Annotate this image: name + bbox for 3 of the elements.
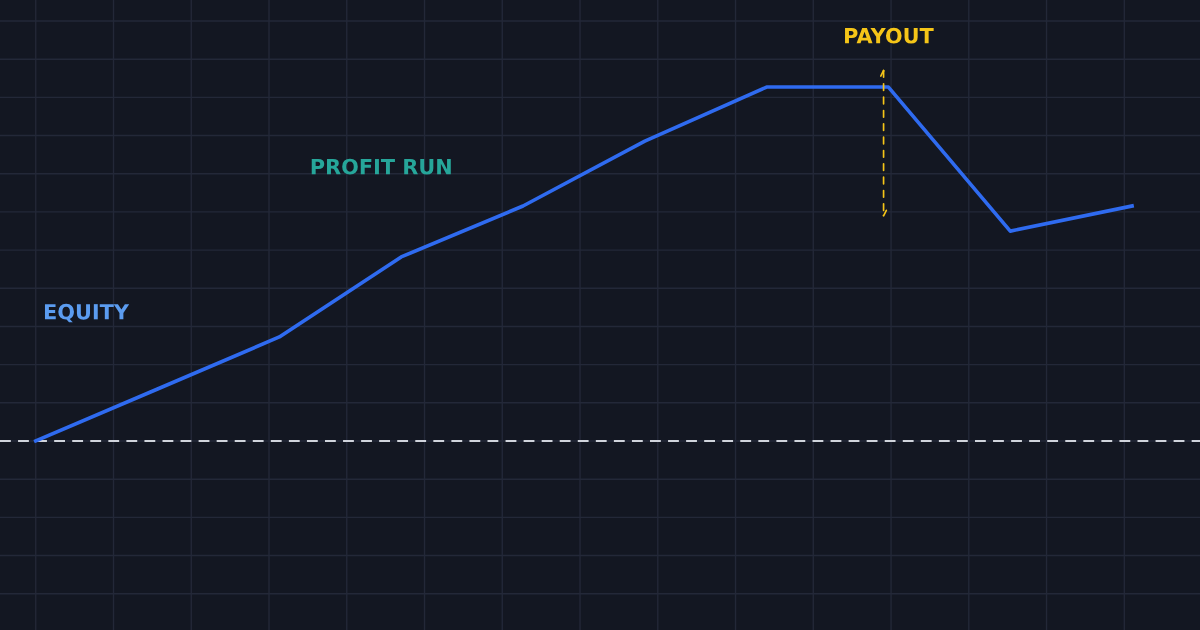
text: PAYOUT (845, 27, 934, 44)
annotation: EQUITY (44, 303, 130, 323)
annotation: PROFIT RUN (311, 158, 451, 175)
